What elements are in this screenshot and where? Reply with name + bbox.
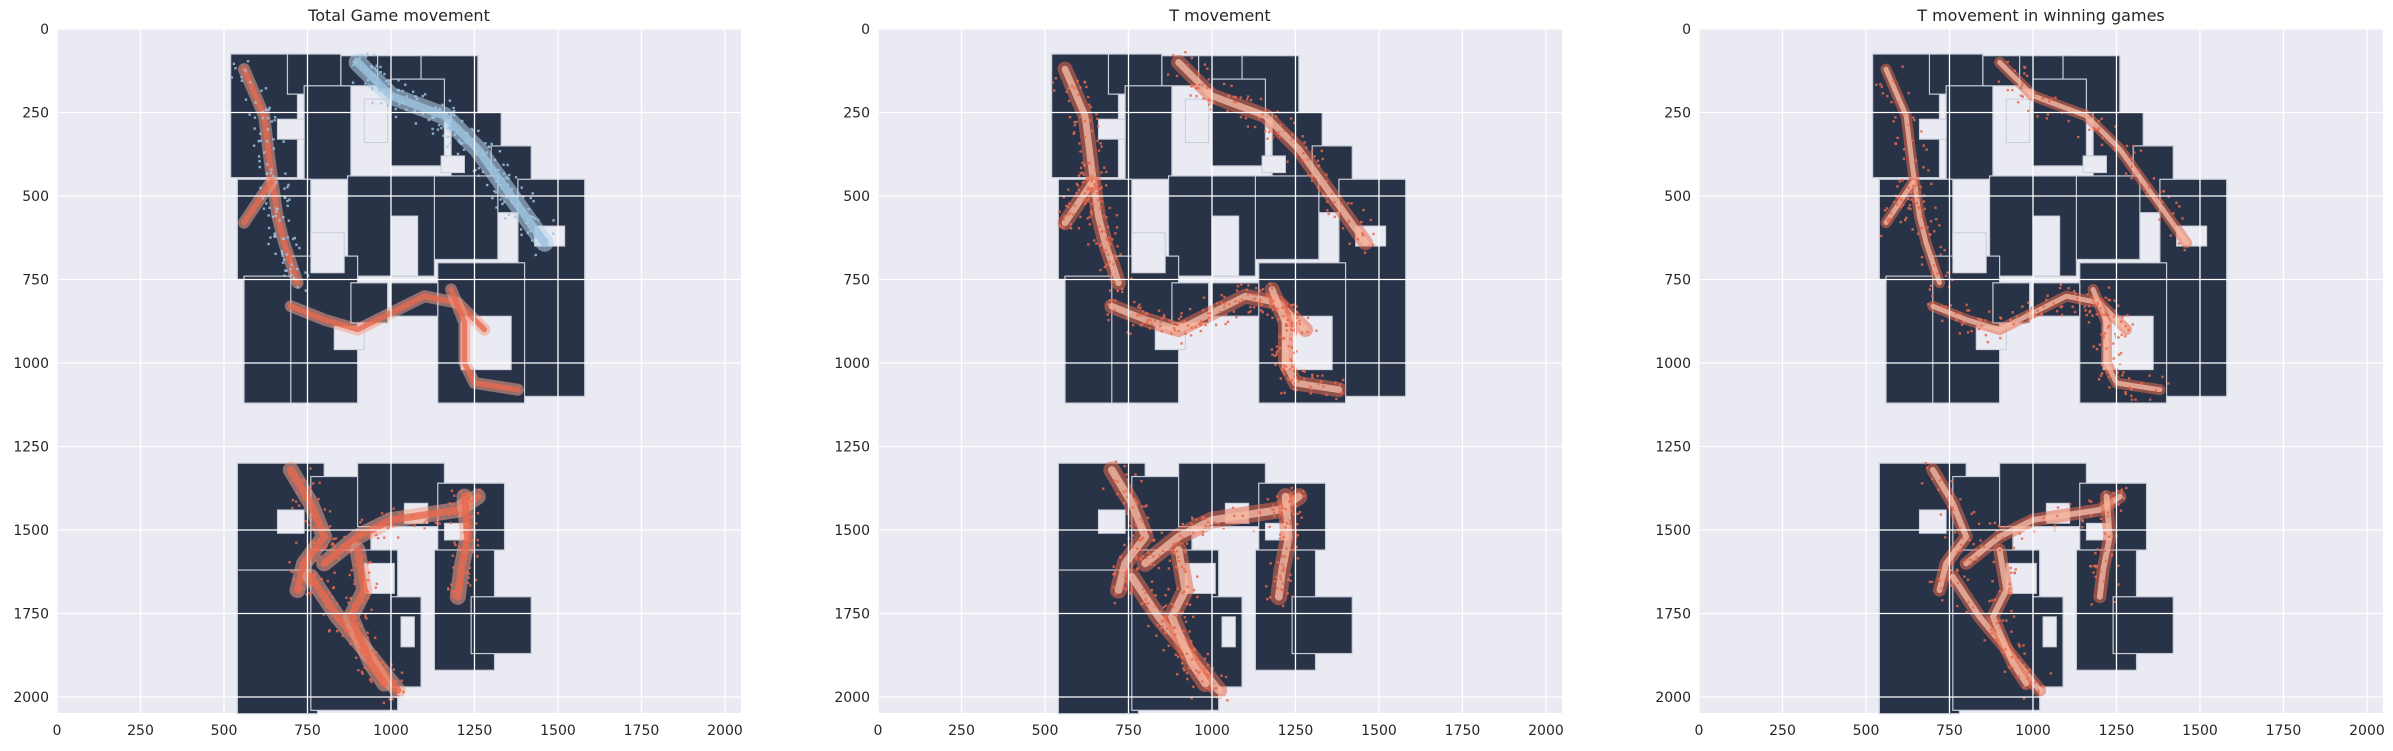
x-tick-label: 1250 [1278, 723, 1314, 739]
x-tick-label: 2000 [707, 723, 743, 739]
chart-title: T movement in winning games [1916, 6, 2165, 25]
chart-title: Total Game movement [307, 6, 490, 25]
y-tick-label: 250 [843, 105, 870, 121]
x-tick-label: 750 [1115, 723, 1142, 739]
x-tick-label: 1750 [624, 723, 660, 739]
x-tick-label: 2000 [2349, 723, 2385, 739]
y-tick-label: 500 [1664, 189, 1691, 205]
x-tick-label: 1000 [373, 723, 409, 739]
x-tick-label: 750 [294, 723, 321, 739]
x-tick-label: 0 [1695, 723, 1704, 739]
y-tick-label: 1750 [13, 606, 49, 622]
y-tick-label: 1250 [1655, 439, 1691, 455]
x-tick-label: 0 [53, 723, 62, 739]
y-tick-label: 1500 [1655, 523, 1691, 539]
y-tick-label: 750 [1664, 272, 1691, 288]
x-tick-label: 1250 [2099, 723, 2135, 739]
y-tick-label: 2000 [1655, 690, 1691, 706]
y-tick-label: 1000 [13, 356, 49, 372]
y-tick-label: 750 [843, 272, 870, 288]
y-tick-label: 1250 [834, 439, 870, 455]
x-tick-label: 0 [874, 723, 883, 739]
x-tick-label: 1750 [2266, 723, 2302, 739]
x-tick-label: 500 [1853, 723, 1880, 739]
y-tick-label: 500 [843, 189, 870, 205]
x-tick-label: 1000 [2015, 723, 2051, 739]
x-tick-label: 750 [1936, 723, 1963, 739]
x-tick-label: 500 [211, 723, 238, 739]
x-tick-label: 250 [127, 723, 154, 739]
y-tick-label: 1500 [834, 523, 870, 539]
x-tick-label: 1250 [457, 723, 493, 739]
x-tick-label: 1500 [2182, 723, 2218, 739]
x-tick-label: 1750 [1445, 723, 1481, 739]
x-tick-label: 250 [948, 723, 975, 739]
y-tick-label: 500 [22, 189, 49, 205]
x-tick-label: 1500 [1361, 723, 1397, 739]
x-tick-label: 500 [1032, 723, 1059, 739]
y-tick-label: 1500 [13, 523, 49, 539]
panel-1: 0 250 500 750 1000 1250 1500 1750 2000 0 250 500 750… [13, 6, 742, 739]
y-tick-label: 1000 [1655, 356, 1691, 372]
y-tick-label: 1750 [1655, 606, 1691, 622]
panel-2: 0 250 500 750 1000 1250 1500 1750 2000 0 250 500 750… [834, 6, 1563, 739]
chart-title: T movement [1168, 6, 1270, 25]
x-tick-label: 1500 [540, 723, 576, 739]
y-tick-label: 250 [1664, 105, 1691, 121]
x-tick-label: 1000 [1194, 723, 1230, 739]
panel-3: 0 250 500 750 1000 1250 1500 1750 2000 0 250 500 750… [1655, 6, 2384, 739]
y-tick-label: 0 [40, 22, 49, 38]
y-tick-label: 0 [1682, 22, 1691, 38]
y-tick-label: 250 [22, 105, 49, 121]
y-tick-label: 750 [22, 272, 49, 288]
x-tick-label: 250 [1769, 723, 1796, 739]
y-tick-label: 0 [861, 22, 870, 38]
y-tick-label: 1250 [13, 439, 49, 455]
y-tick-label: 1000 [834, 356, 870, 372]
y-tick-label: 2000 [834, 690, 870, 706]
y-tick-label: 1750 [834, 606, 870, 622]
x-tick-label: 2000 [1528, 723, 1564, 739]
y-tick-label: 2000 [13, 690, 49, 706]
